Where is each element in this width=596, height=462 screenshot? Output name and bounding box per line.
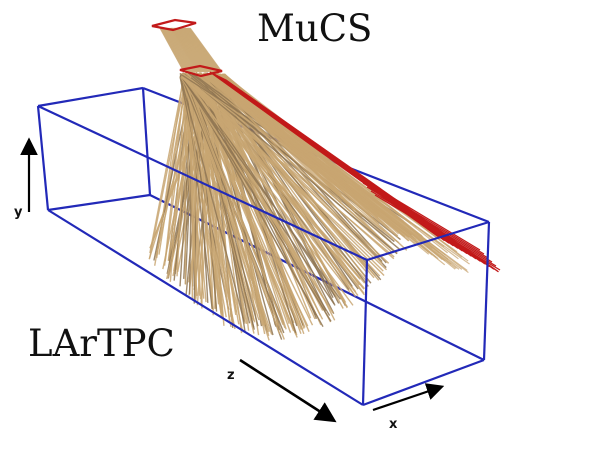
- track-line: [183, 74, 236, 330]
- track-line: [177, 27, 207, 73]
- z-axis-label: z: [227, 368, 235, 383]
- track-line: [171, 27, 200, 73]
- track-line: [181, 27, 213, 73]
- lartpc-box-front-edges: [37, 105, 491, 407]
- mucs-planes: [151, 18, 223, 78]
- track-line: [180, 76, 334, 314]
- track-line: [179, 27, 210, 73]
- track-line: [188, 73, 314, 326]
- track-line: [161, 27, 187, 73]
- track-line: [189, 27, 223, 73]
- track-line: [166, 27, 194, 73]
- track-line: [170, 27, 199, 73]
- track-line: [179, 75, 222, 314]
- track-line: [173, 27, 203, 73]
- track-line: [187, 27, 220, 73]
- track-line: [179, 76, 245, 322]
- track-fan: [148, 27, 470, 341]
- mucs-label: MuCS: [257, 7, 372, 50]
- track-line: [160, 27, 186, 73]
- track-line: [174, 27, 204, 73]
- track-line: [175, 27, 205, 73]
- track-line: [180, 27, 211, 73]
- track-line: [181, 75, 224, 320]
- track-line: [176, 27, 206, 73]
- box-edge: [36, 105, 50, 211]
- track-line: [183, 27, 215, 73]
- track-line: [184, 73, 398, 255]
- track-line: [184, 27, 217, 73]
- track-line: [206, 73, 469, 274]
- mucs-bottom-plane: [179, 64, 223, 78]
- track-line: [201, 73, 470, 265]
- box-edge: [141, 87, 152, 196]
- box-edge: [37, 86, 144, 108]
- track-line: [167, 27, 195, 73]
- track-line: [181, 76, 351, 293]
- box-edge: [47, 209, 364, 406]
- muon-tracks: [209, 71, 501, 273]
- box-edge: [47, 193, 151, 212]
- muon-track: [366, 186, 493, 263]
- muon-track: [362, 182, 489, 259]
- y-axis-label: y: [14, 205, 23, 220]
- track-line: [168, 27, 197, 73]
- track-line: [188, 27, 222, 73]
- box-edge: [361, 259, 369, 406]
- box-edge: [362, 358, 485, 407]
- track-line: [169, 27, 198, 73]
- box-edge: [37, 105, 368, 261]
- track-line: [202, 76, 274, 336]
- track-line: [161, 27, 188, 73]
- track-line: [178, 27, 209, 73]
- track-line: [179, 75, 341, 300]
- muon-track: [354, 174, 481, 251]
- track-line: [184, 73, 295, 324]
- track-line: [164, 27, 192, 73]
- x-axis-label: x: [389, 417, 398, 432]
- track-line: [182, 27, 214, 73]
- track-line: [180, 75, 388, 271]
- track-line: [167, 27, 196, 73]
- track-line: [164, 27, 191, 73]
- track-line: [162, 27, 189, 73]
- box-edge: [366, 220, 490, 262]
- x-axis-arrow: [372, 383, 445, 412]
- track-line: [185, 27, 218, 73]
- track-line: [171, 27, 201, 73]
- track-line: [182, 76, 285, 340]
- muon-track: [374, 194, 501, 271]
- track-line: [177, 27, 208, 73]
- track-line: [184, 27, 216, 73]
- track-line: [187, 27, 221, 73]
- track-line: [163, 27, 190, 73]
- track-line: [181, 27, 212, 73]
- track-line: [172, 27, 202, 73]
- muon-track: [370, 190, 497, 267]
- track-line: [201, 73, 335, 197]
- track-line: [186, 27, 219, 73]
- track-line: [189, 74, 381, 277]
- track-line: [159, 27, 185, 73]
- mucs-top-plane: [151, 18, 197, 32]
- box-edge: [482, 221, 491, 361]
- z-axis-arrow: [239, 358, 337, 423]
- lartpc-label: LArTPC: [28, 322, 175, 365]
- track-line: [174, 27, 204, 73]
- muon-track: [358, 178, 485, 255]
- track-line: [165, 27, 193, 73]
- track-line: [185, 74, 329, 306]
